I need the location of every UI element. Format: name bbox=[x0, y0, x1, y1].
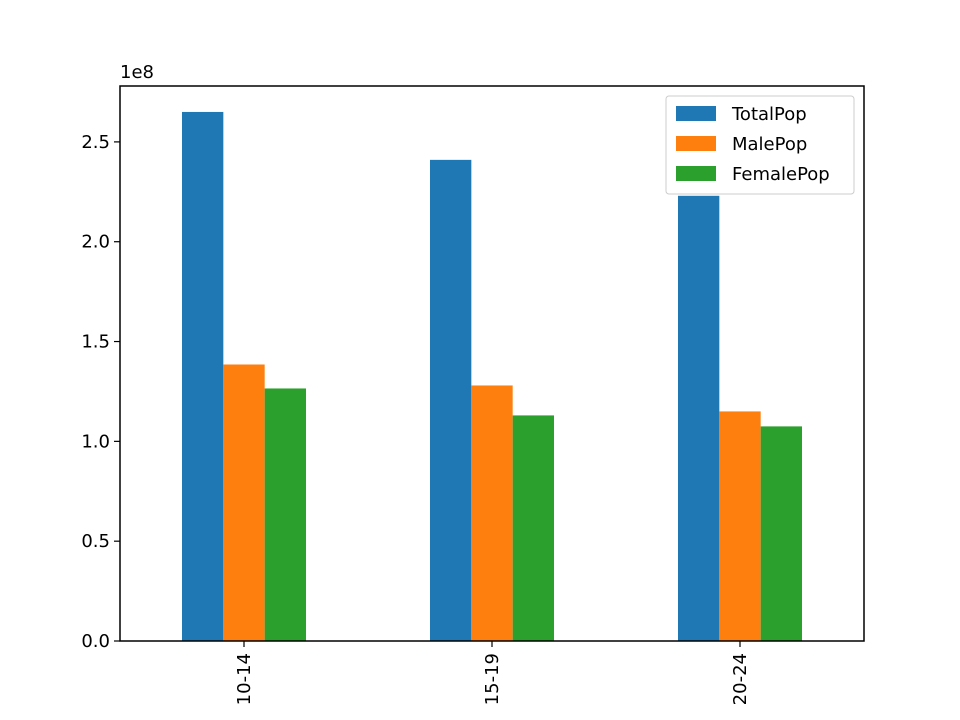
bar-FemalePop-20-24 bbox=[760, 426, 802, 641]
bars-layer bbox=[182, 111, 802, 641]
x-tick-label: 15-19 bbox=[482, 653, 503, 705]
legend: TotalPop MalePop FemalePop bbox=[665, 95, 855, 195]
bar-MalePop-20-24 bbox=[719, 411, 761, 641]
bar-TotalPop-10-14 bbox=[182, 111, 224, 641]
bar-TotalPop-20-24 bbox=[678, 195, 720, 641]
bar-MalePop-15-19 bbox=[471, 385, 513, 641]
y-tick-label: 0.5 bbox=[81, 531, 110, 552]
y-axis: 0.0 0.5 1.0 1.5 2.0 2.5 bbox=[81, 132, 120, 652]
x-tick-label: 20-24 bbox=[730, 653, 751, 705]
y-tick-label: 2.5 bbox=[81, 132, 110, 153]
legend-swatch-MalePop bbox=[676, 136, 716, 151]
y-tick-label: 1.5 bbox=[81, 332, 110, 353]
bar-FemalePop-10-14 bbox=[264, 388, 306, 641]
y-axis-offset-label: 1e8 bbox=[120, 62, 154, 83]
y-tick-label: 1.0 bbox=[81, 431, 110, 452]
y-tick-label: 0.0 bbox=[81, 631, 110, 652]
legend-swatch-TotalPop bbox=[676, 106, 716, 121]
bar-MalePop-10-14 bbox=[223, 364, 265, 641]
bar-FemalePop-15-19 bbox=[512, 415, 554, 641]
y-tick-label: 2.0 bbox=[81, 232, 110, 253]
x-tick-label: 10-14 bbox=[234, 653, 255, 705]
legend-label-FemalePop: FemalePop bbox=[732, 164, 830, 185]
legend-swatch-FemalePop bbox=[676, 166, 716, 181]
x-axis: 10-14 15-19 20-24 bbox=[234, 641, 751, 705]
legend-label-MalePop: MalePop bbox=[732, 134, 807, 155]
legend-label-TotalPop: TotalPop bbox=[731, 104, 807, 125]
bar-TotalPop-15-19 bbox=[430, 159, 472, 641]
